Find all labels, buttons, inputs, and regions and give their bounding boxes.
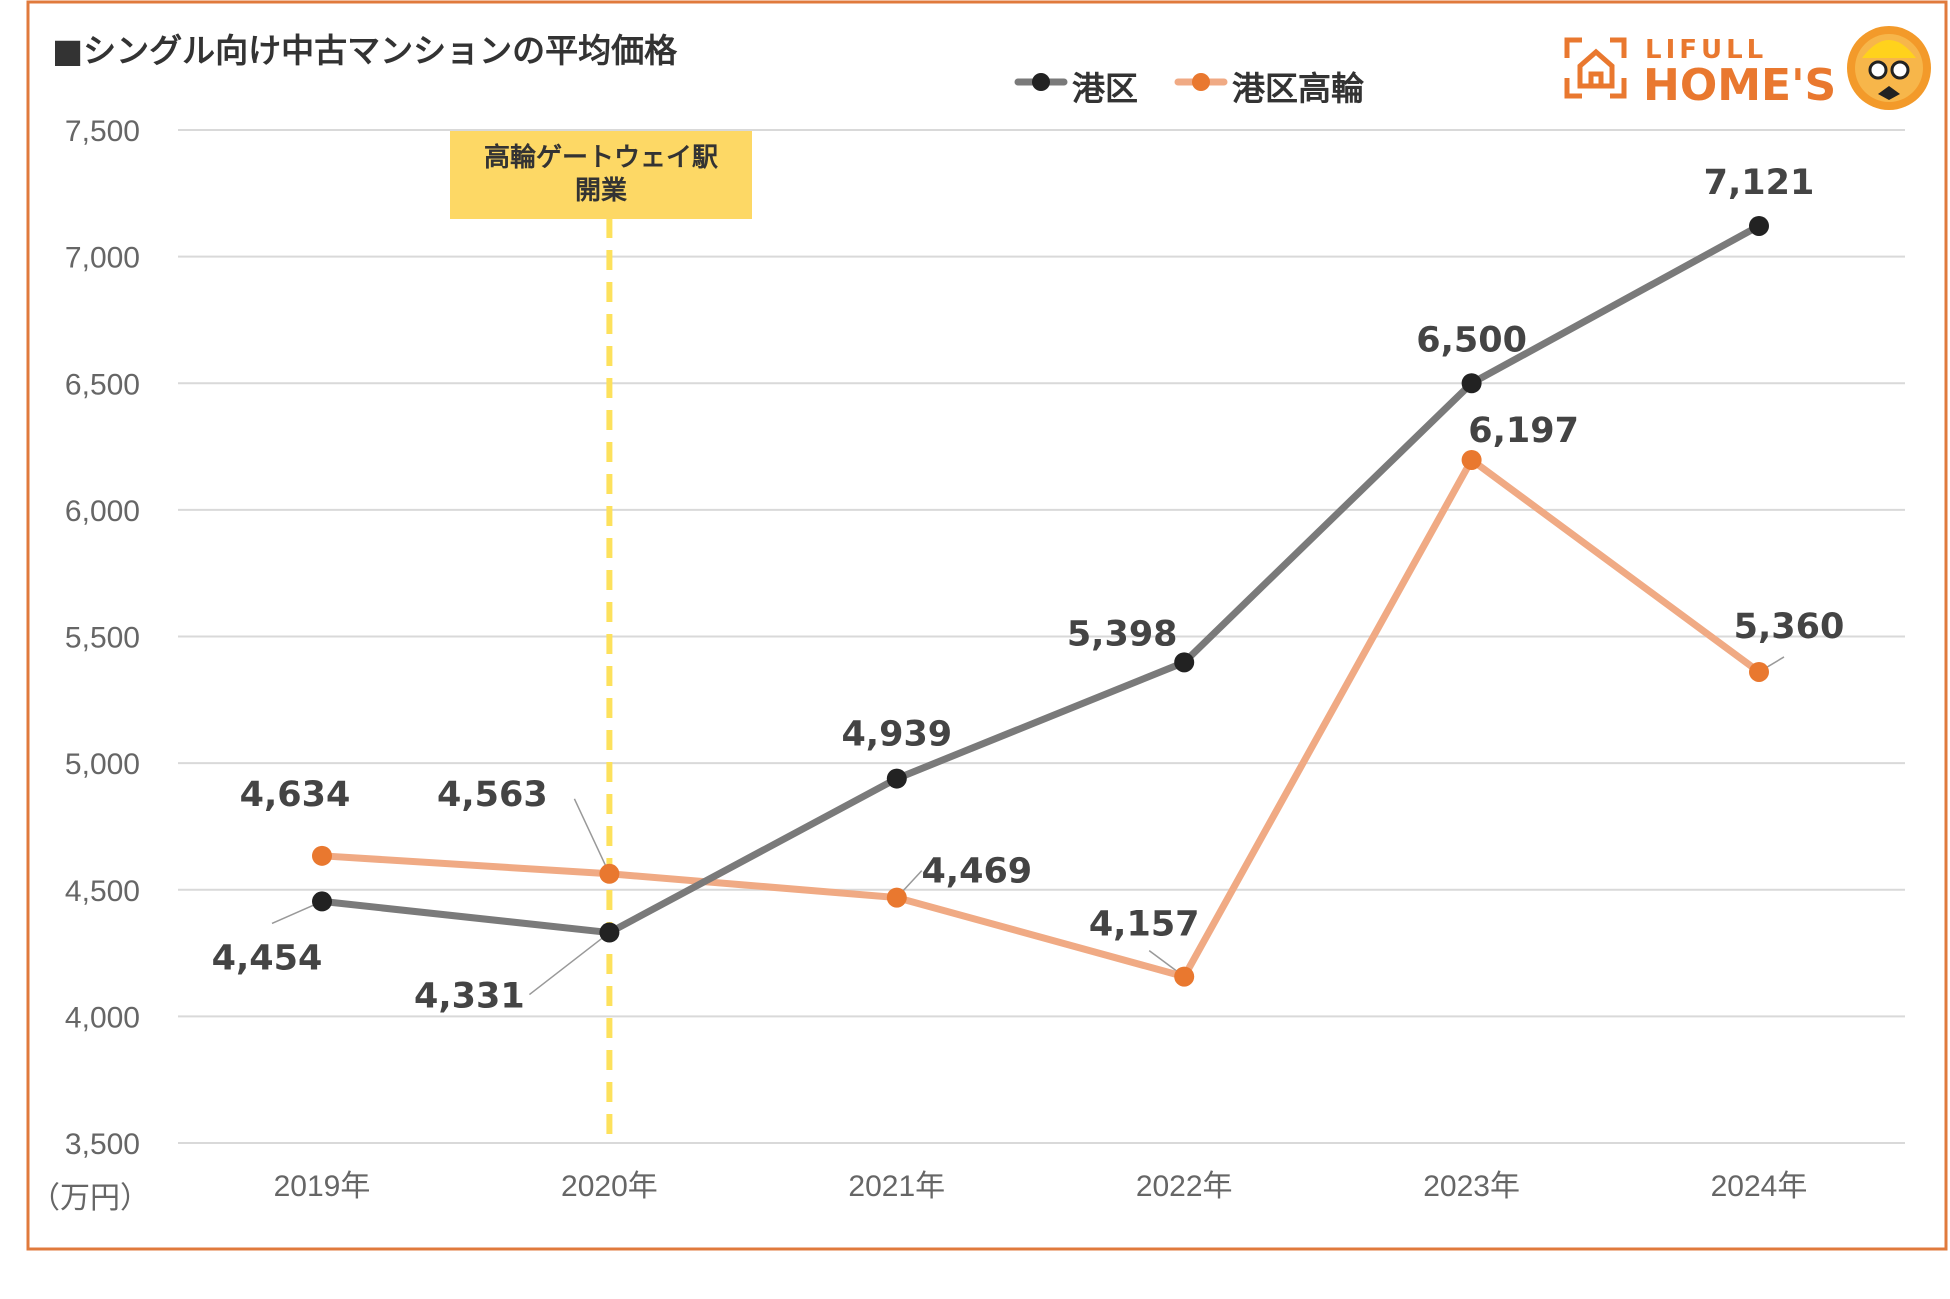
series-layer bbox=[312, 215, 1769, 987]
x-tick-label: 2020年 bbox=[561, 1170, 658, 1203]
series-line-minato bbox=[318, 222, 1763, 937]
data-label-takanawa: 4,157 bbox=[1089, 905, 1200, 945]
chart-frame bbox=[26, 0, 1948, 1251]
legend-marker-minato bbox=[1032, 73, 1050, 91]
data-point-takanawa bbox=[599, 863, 620, 884]
annotation-line1: 高輪ゲートウェイ駅 bbox=[484, 142, 718, 173]
data-labels: 4,454 4,331 4,939 5,398 6,500 7,121 4,634 4,563… bbox=[212, 163, 1845, 1017]
data-label-takanawa: 4,634 bbox=[240, 775, 351, 815]
data-point-minato bbox=[1174, 652, 1195, 673]
house-icon bbox=[1564, 37, 1627, 99]
x-tick-label: 2023年 bbox=[1423, 1170, 1520, 1203]
y-axis: 3,500 4,000 4,500 5,000 5,500 6,000 6,500 7,000… bbox=[65, 115, 140, 1161]
y-tick-label: 6,000 bbox=[65, 495, 140, 528]
y-axis-unit-label: （万円） bbox=[30, 1182, 150, 1215]
y-tick-label: 6,500 bbox=[65, 368, 140, 401]
data-label-minato: 4,939 bbox=[841, 715, 952, 755]
annotation-box bbox=[450, 131, 752, 219]
x-axis: 2019年 2020年 2021年 2022年 2023年 2024年 bbox=[274, 1170, 1808, 1203]
series-line-takanawa bbox=[318, 456, 1763, 981]
data-label-takanawa: 6,197 bbox=[1468, 411, 1579, 451]
y-tick-label: 4,000 bbox=[65, 1001, 140, 1034]
leader-line bbox=[573, 798, 611, 875]
data-label-takanawa: 5,360 bbox=[1734, 607, 1845, 647]
y-tick-label: 3,500 bbox=[65, 1128, 140, 1161]
brand-name-small: LIFULL bbox=[1645, 35, 1767, 65]
legend-label-takanawa: 港区高輪 bbox=[1232, 69, 1364, 108]
data-point-takanawa bbox=[1461, 449, 1482, 470]
leader-line bbox=[528, 931, 610, 996]
data-label-minato: 4,331 bbox=[414, 977, 525, 1017]
data-point-minato bbox=[1461, 373, 1482, 394]
data-point-takanawa bbox=[1174, 966, 1195, 987]
brand-name-big: HOME'S bbox=[1643, 60, 1836, 111]
data-label-minato: 7,121 bbox=[1704, 163, 1815, 203]
x-tick-label: 2022年 bbox=[1136, 1170, 1233, 1203]
data-label-minato: 5,398 bbox=[1067, 614, 1178, 654]
y-tick-label: 7,500 bbox=[65, 115, 140, 148]
mascot-icon bbox=[1847, 26, 1931, 110]
x-tick-label: 2024年 bbox=[1711, 1170, 1808, 1203]
data-label-minato: 6,500 bbox=[1416, 320, 1527, 360]
legend-label-minato: 港区 bbox=[1072, 69, 1138, 108]
data-point-takanawa bbox=[886, 887, 907, 908]
legend: 港区 港区高輪 bbox=[1014, 69, 1364, 108]
y-tick-label: 7,000 bbox=[65, 242, 140, 275]
grid bbox=[178, 129, 1905, 1144]
data-point-minato bbox=[1749, 215, 1769, 236]
y-tick-label: 5,000 bbox=[65, 748, 140, 781]
legend-marker-takanawa bbox=[1192, 73, 1210, 91]
annotation: 高輪ゲートウェイ駅 開業 bbox=[450, 131, 752, 1143]
annotation-line2: 開業 bbox=[575, 176, 627, 206]
data-point-takanawa bbox=[1749, 661, 1769, 682]
data-label-takanawa: 4,469 bbox=[921, 852, 1032, 892]
chart-title: ■シングル向け中古マンションの平均価格 bbox=[52, 31, 678, 70]
y-tick-label: 4,500 bbox=[65, 875, 140, 908]
data-point-minato bbox=[599, 922, 620, 943]
y-tick-label: 5,500 bbox=[65, 622, 140, 655]
data-point-takanawa bbox=[312, 845, 332, 866]
data-label-minato: 4,454 bbox=[212, 938, 323, 978]
data-point-minato bbox=[312, 891, 332, 912]
x-tick-label: 2019年 bbox=[274, 1170, 371, 1203]
brand-logo: LIFULL HOME'S bbox=[1564, 26, 1931, 111]
x-tick-label: 2021年 bbox=[848, 1170, 945, 1203]
data-label-takanawa: 4,563 bbox=[437, 775, 548, 815]
data-point-minato bbox=[886, 768, 907, 789]
